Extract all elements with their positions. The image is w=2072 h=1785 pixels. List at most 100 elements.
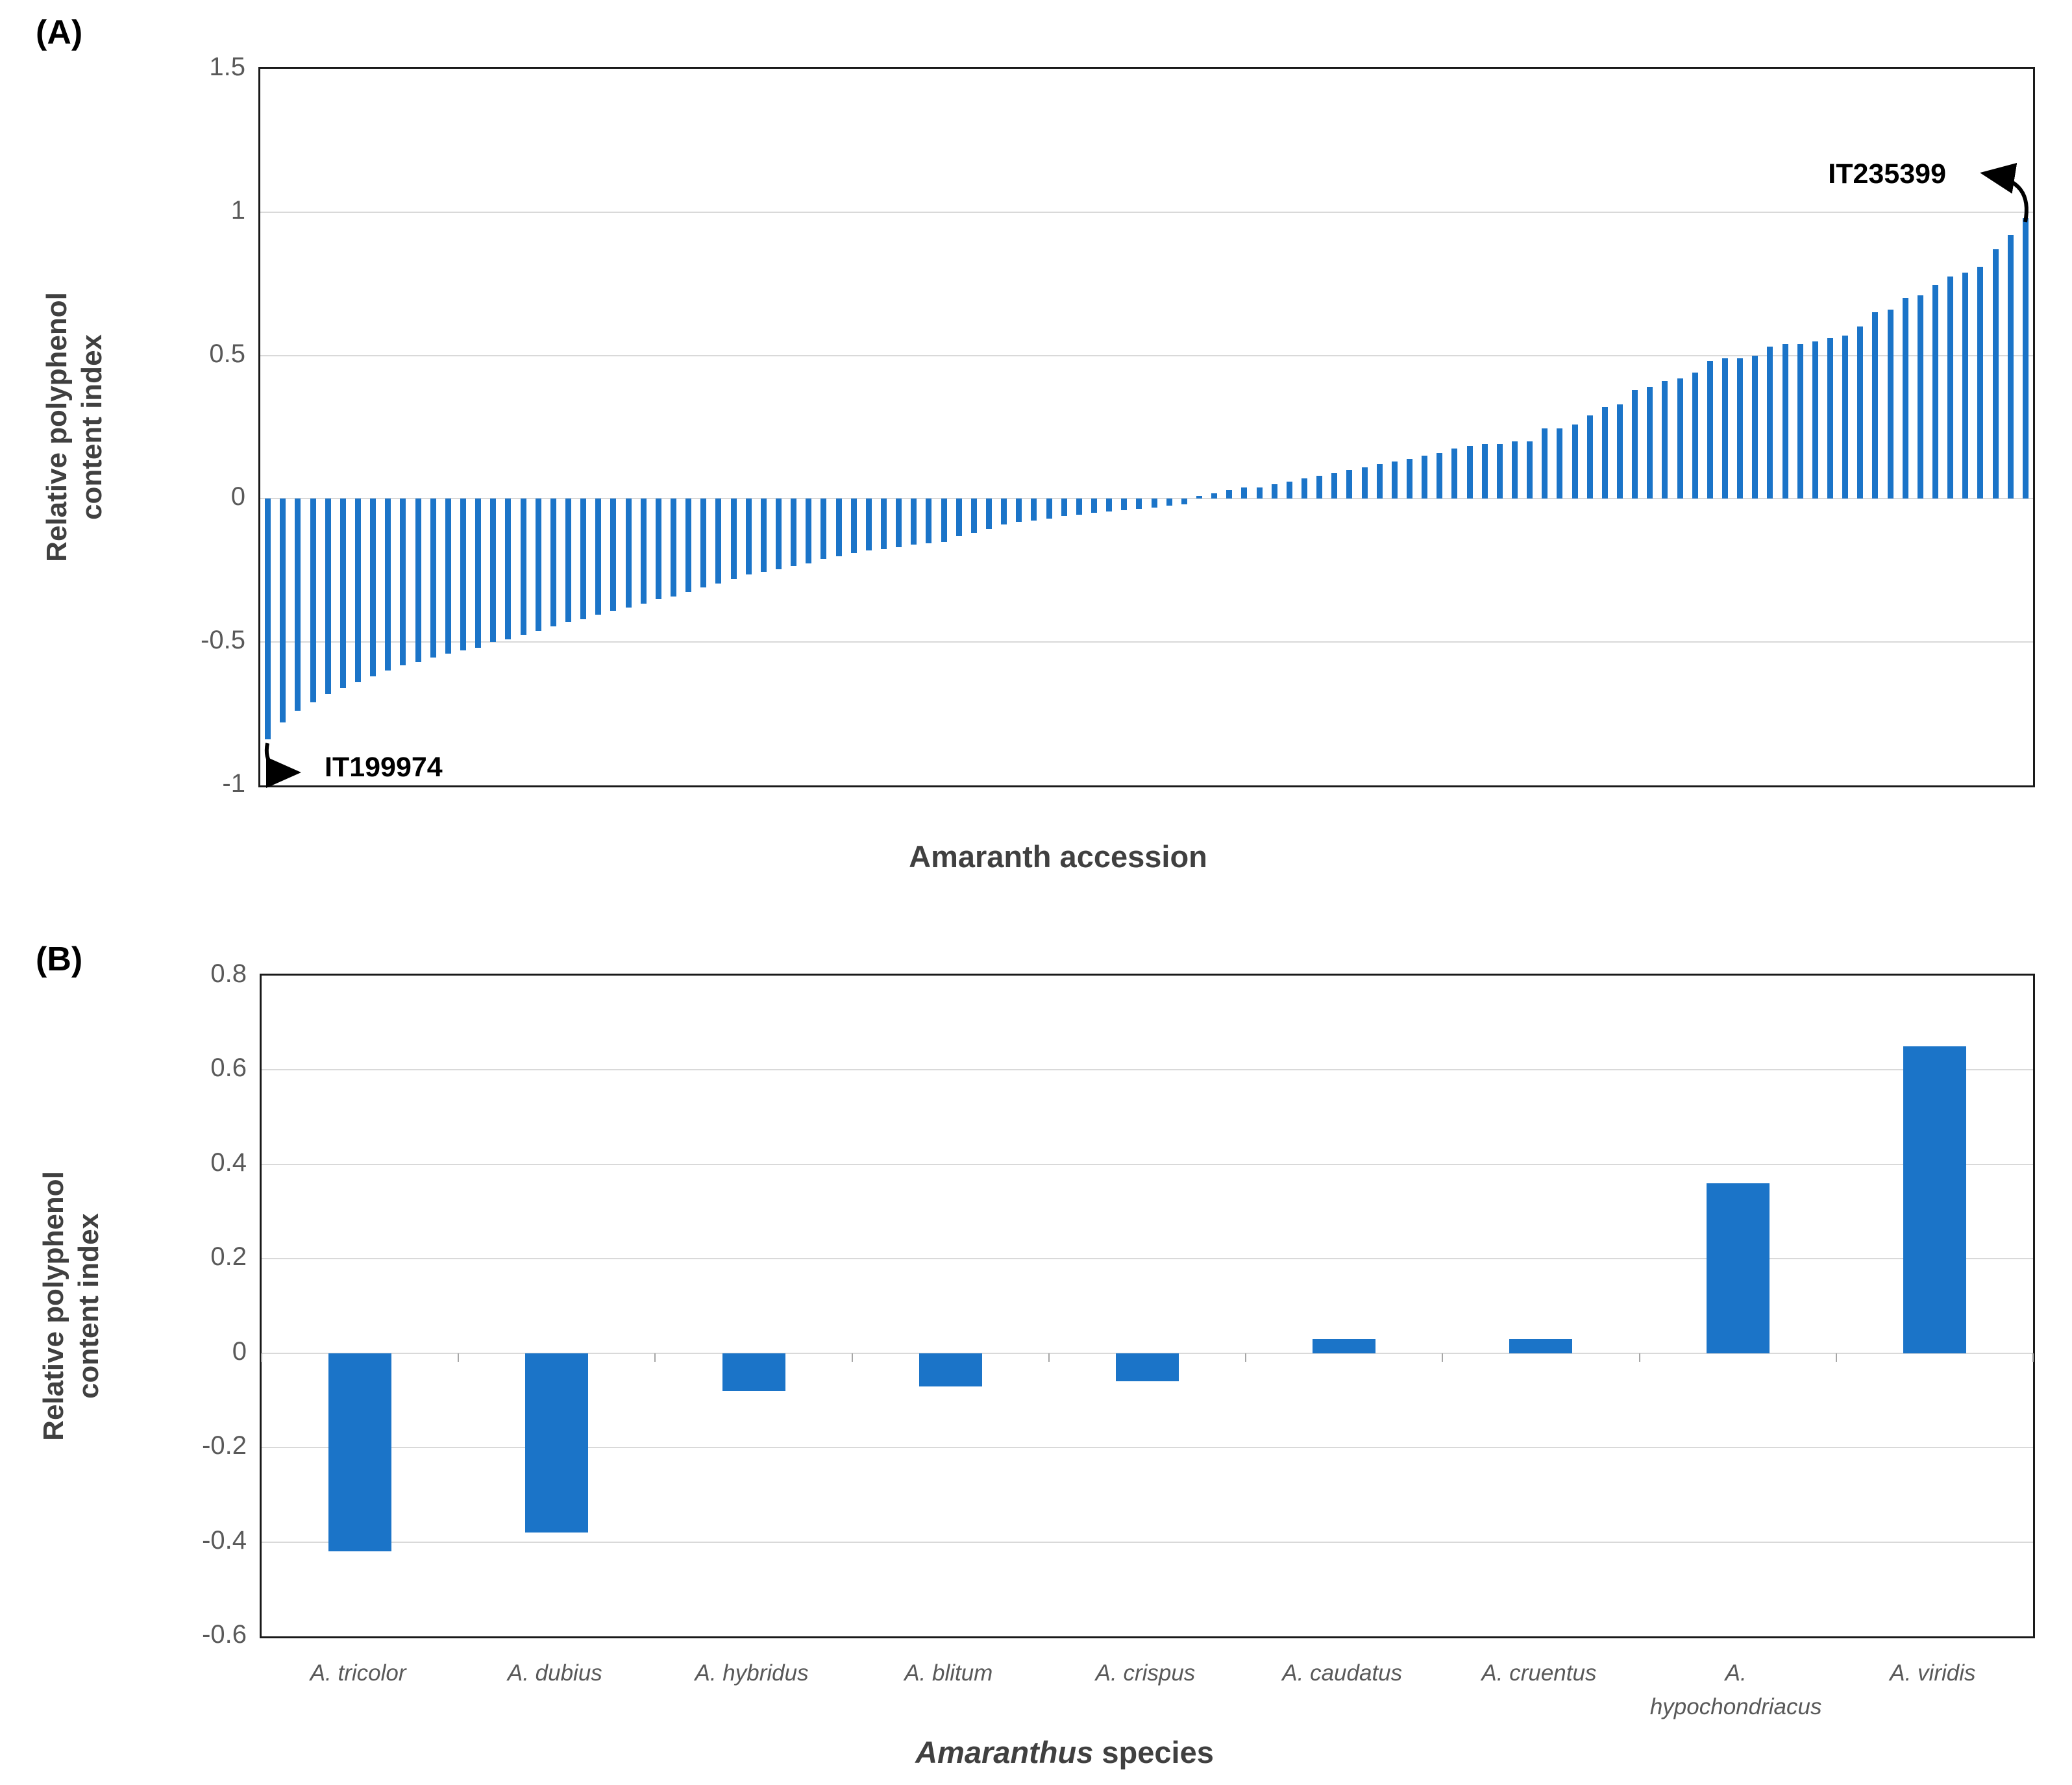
bar bbox=[911, 499, 917, 545]
bar bbox=[670, 499, 676, 597]
bar bbox=[1737, 358, 1744, 499]
bar bbox=[1827, 338, 1834, 499]
bar bbox=[1437, 452, 1443, 499]
bar bbox=[1572, 424, 1578, 499]
bar bbox=[1106, 499, 1113, 512]
bar bbox=[1917, 295, 1923, 499]
bar bbox=[1662, 381, 1668, 499]
bar bbox=[715, 499, 722, 584]
category-axis-tick bbox=[2032, 1353, 2034, 1362]
bar bbox=[1256, 487, 1263, 499]
gridline-y--0.2 bbox=[262, 1447, 2033, 1449]
bar bbox=[490, 499, 497, 643]
bar bbox=[1271, 484, 1277, 499]
bar bbox=[1872, 312, 1879, 499]
bar bbox=[1601, 407, 1608, 499]
bar bbox=[1181, 499, 1187, 505]
panel-b-x-axis-title-rest: species bbox=[1093, 1735, 1214, 1769]
bar bbox=[865, 499, 872, 550]
bar bbox=[1046, 499, 1052, 519]
category-label: A. caudatus bbox=[1282, 1660, 1403, 1686]
bar bbox=[640, 499, 647, 604]
bar bbox=[1061, 499, 1067, 516]
bar bbox=[520, 499, 526, 635]
bar bbox=[328, 1353, 392, 1552]
bar bbox=[1196, 495, 1202, 499]
bar bbox=[1226, 490, 1233, 499]
bar bbox=[1076, 499, 1082, 515]
y-tick-label-1.5: 1.5 bbox=[209, 53, 245, 81]
bar bbox=[415, 499, 421, 663]
panel-a-x-axis-title: Amaranth accession bbox=[909, 839, 1207, 874]
bar bbox=[1211, 493, 1218, 499]
bar bbox=[1692, 373, 1698, 499]
bar bbox=[1422, 456, 1428, 499]
bar bbox=[1481, 444, 1488, 499]
gridline-y-0 bbox=[260, 498, 2033, 500]
bar bbox=[565, 499, 571, 622]
bar bbox=[1091, 499, 1097, 513]
bar bbox=[310, 499, 316, 702]
category-label: A. blitum bbox=[904, 1660, 993, 1686]
y-tick-label-0.8: 0.8 bbox=[210, 959, 247, 988]
bar bbox=[595, 499, 602, 615]
panel-a-letter: (A) bbox=[36, 14, 83, 51]
bar bbox=[339, 499, 346, 688]
category-label: A. crispus bbox=[1095, 1660, 1196, 1686]
bar bbox=[1136, 499, 1142, 509]
bar bbox=[445, 499, 451, 654]
bar bbox=[1451, 449, 1458, 499]
bar bbox=[1842, 335, 1849, 499]
bar bbox=[722, 1353, 785, 1391]
bar bbox=[370, 499, 376, 677]
bar bbox=[1647, 387, 1653, 499]
bar bbox=[505, 499, 512, 639]
bar bbox=[956, 499, 962, 536]
bar bbox=[625, 499, 632, 608]
category-label: A. hypochondriacus bbox=[1649, 1660, 1822, 1719]
bar bbox=[1812, 341, 1818, 499]
bar bbox=[970, 499, 977, 534]
category-label: A. hybridus bbox=[695, 1660, 809, 1686]
bar bbox=[1707, 361, 1713, 499]
bar bbox=[1151, 499, 1157, 508]
bar bbox=[385, 499, 391, 671]
gridline-y-0.4 bbox=[262, 1163, 2033, 1165]
y-tick-label-1: 1 bbox=[230, 195, 245, 225]
panel-b-y-axis-title: Relative polyphenol content index bbox=[36, 974, 106, 1638]
bar bbox=[1496, 444, 1503, 499]
bar bbox=[1932, 285, 1939, 499]
bar bbox=[1632, 389, 1638, 499]
bar bbox=[1407, 458, 1413, 499]
panel-a-y-axis-title: Relative polyphenol content index bbox=[40, 67, 110, 787]
bar bbox=[1016, 499, 1022, 522]
bar bbox=[1376, 464, 1383, 499]
bar bbox=[2007, 235, 2014, 499]
bar bbox=[1962, 272, 1969, 499]
bar bbox=[806, 499, 812, 563]
y-tick-label-0.5: 0.5 bbox=[209, 339, 245, 368]
bar bbox=[1586, 415, 1593, 499]
category-axis-tick bbox=[1245, 1353, 1247, 1362]
gridline-y-1 bbox=[260, 211, 2033, 213]
bar bbox=[1331, 473, 1338, 499]
bar bbox=[525, 1353, 589, 1533]
bar bbox=[1797, 343, 1803, 499]
bar bbox=[1902, 298, 1908, 499]
y-tick-label--1: -1 bbox=[222, 769, 245, 798]
bar bbox=[610, 499, 617, 611]
gridline-y-0.5 bbox=[260, 354, 2033, 356]
bar bbox=[550, 499, 556, 626]
bar bbox=[2022, 217, 2029, 499]
bar bbox=[1316, 476, 1323, 499]
gridline-y--0.4 bbox=[262, 1541, 2033, 1543]
panel-b-plot-area bbox=[260, 974, 2035, 1638]
category-axis-tick bbox=[1048, 1353, 1050, 1362]
y-tick-label--0.5: -0.5 bbox=[201, 626, 245, 655]
bar bbox=[850, 499, 857, 554]
bar bbox=[325, 499, 331, 694]
bar bbox=[265, 499, 271, 740]
bar bbox=[775, 499, 782, 569]
panel-a-y-axis-title-line1: Relative polyphenol bbox=[41, 292, 73, 562]
